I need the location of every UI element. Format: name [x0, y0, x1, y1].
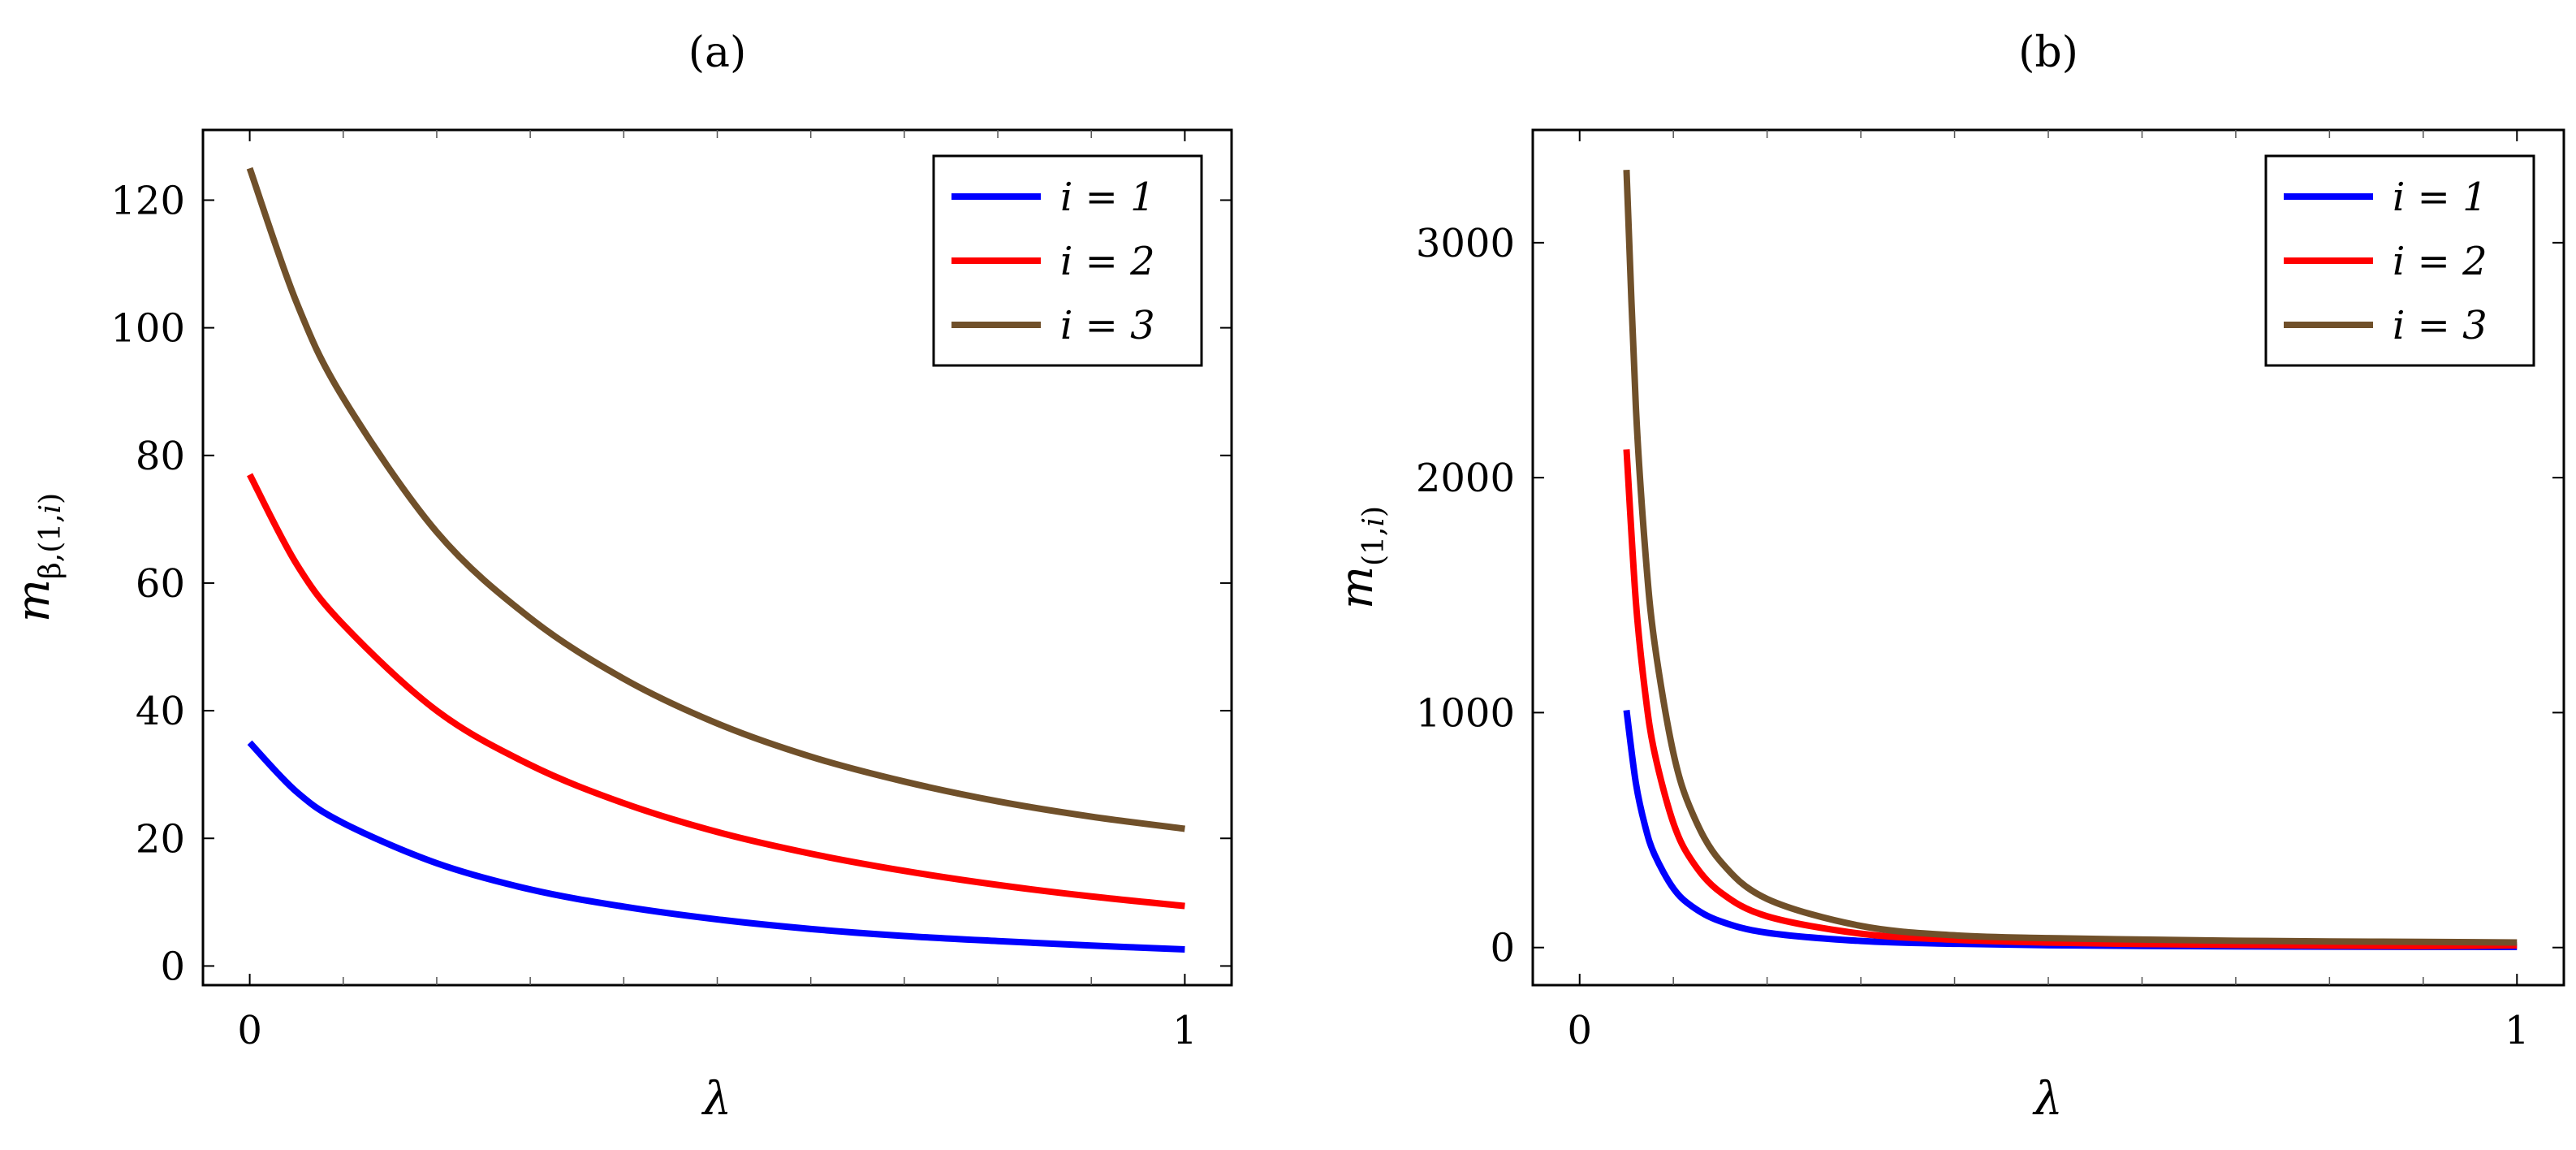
panel-a-y-tick-label: 120 — [110, 178, 185, 223]
panel-a-title: (a) — [688, 28, 747, 77]
panel-b-y-label-sub-post: ) — [1357, 506, 1391, 517]
panel-a-x-tick-label: 1 — [1172, 1008, 1197, 1053]
panel-b-legend: i = 1 i = 2 i = 3 — [2264, 154, 2535, 367]
panel-b-y-tick-label: 2000 — [1416, 456, 1515, 501]
panel-b-x-tick-label: 0 — [1567, 1008, 1592, 1053]
panel-b-legend-label-2: i = 2 — [2393, 239, 2488, 284]
panel-b-y-label-base: m — [1331, 566, 1383, 609]
panel-b-x-tick-label: 1 — [2505, 1008, 2530, 1053]
panel-a-y-tick-label: 40 — [136, 689, 185, 734]
panel-a-y-label-sub-pre: β,(1, — [34, 513, 67, 579]
panel-b-y-tick-label: 1000 — [1416, 690, 1515, 736]
panel-a-legend-label-2: i = 2 — [1060, 239, 1155, 284]
panel-a-y-label-sub-var: i — [34, 504, 67, 514]
panel-a-legend: i = 1 i = 2 i = 3 — [932, 154, 1203, 367]
panel-a-x-tick-label: 0 — [237, 1008, 262, 1053]
panel-b-y-tick-label: 3000 — [1416, 221, 1515, 266]
panel-a-y-label-base: m — [7, 579, 60, 622]
panel-b-series-line-2 — [1623, 449, 2518, 949]
panel-b-y-label-sub-var: i — [1357, 517, 1391, 527]
panel-a-y-tick-label: 80 — [136, 434, 185, 479]
panel-a-y-tick-label: 0 — [160, 944, 185, 989]
panel-a-y-tick-label: 100 — [110, 306, 185, 352]
panel-b-legend-label-1: i = 1 — [2393, 175, 2488, 220]
panel-b-series — [1623, 170, 2518, 950]
panel-a-series — [246, 166, 1185, 953]
panel-a-series-line-2 — [247, 473, 1185, 910]
panel-b-x-axis-label: λ — [2032, 1073, 2063, 1126]
panel-a-y-tick-label: 60 — [136, 561, 185, 607]
panel-a-series-line-1 — [247, 740, 1185, 953]
panel-b-y-axis-label: m(1,i) — [1331, 506, 1391, 609]
panel-b-legend-label-3: i = 3 — [2393, 303, 2488, 348]
panel-b-title: (b) — [2018, 28, 2078, 77]
panel-b-series-line-3 — [1623, 170, 2518, 946]
panel-a-y-axis-label: mβ,(1,i) — [7, 493, 67, 622]
panel-b-y-label-sub-pre: (1, — [1357, 527, 1391, 566]
panel-a-y-tick-label: 20 — [136, 816, 185, 862]
panel-a-legend-label-1: i = 1 — [1060, 175, 1155, 220]
panel-a-series-line-3 — [246, 166, 1185, 832]
panel-b-y-tick-label: 0 — [1490, 926, 1515, 971]
panel-a-x-axis-label: λ — [701, 1073, 732, 1126]
panel-a-legend-label-3: i = 3 — [1060, 303, 1155, 348]
panel-a-y-label-sub-post: ) — [34, 493, 67, 504]
panel-b-ticks: 0 1 0 1000 2000 3000 — [1416, 130, 2564, 1053]
